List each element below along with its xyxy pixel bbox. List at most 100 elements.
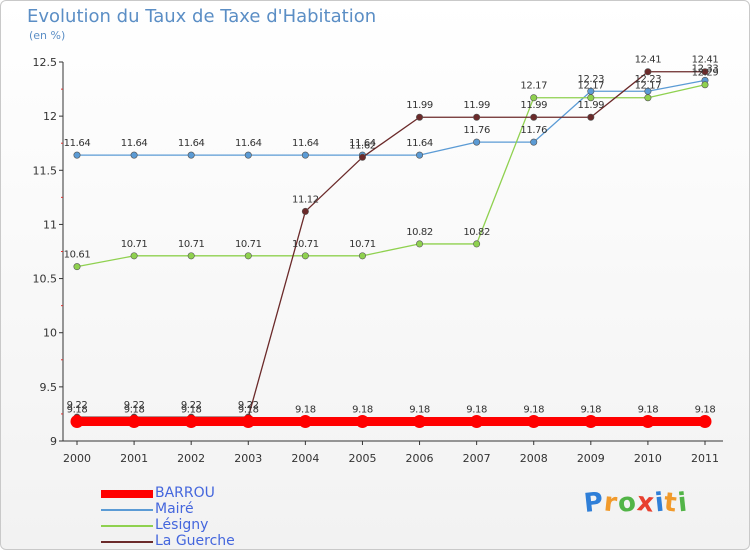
data-point <box>587 94 595 102</box>
data-point <box>530 138 538 146</box>
data-point <box>301 207 309 215</box>
data-label: 11.62 <box>349 140 376 151</box>
data-label: 12.17 <box>577 81 604 92</box>
x-tick-label: 2001 <box>120 452 148 465</box>
data-label: 10.71 <box>292 239 319 250</box>
data-label: 11.99 <box>406 100 433 111</box>
data-label: 9.22 <box>67 400 88 411</box>
data-label: 11.12 <box>292 194 319 205</box>
data-point <box>73 151 81 159</box>
y-tick-label: 9 <box>50 435 57 448</box>
data-point <box>416 240 424 248</box>
x-tick-label: 2003 <box>234 452 262 465</box>
data-label: 11.99 <box>577 100 604 111</box>
legend-label: Mairé <box>155 501 194 517</box>
series-line-la-guerche <box>77 71 705 418</box>
data-label: 10.71 <box>121 239 148 250</box>
data-point <box>358 153 366 161</box>
data-point <box>644 68 652 76</box>
y-tick-label: 10.5 <box>33 273 58 286</box>
data-label: 9.18 <box>67 405 88 416</box>
data-label: 11.64 <box>178 138 205 149</box>
y-tick-label: 12.5 <box>33 56 58 69</box>
data-label: 11.76 <box>463 125 490 136</box>
legend-swatch <box>101 490 153 498</box>
y-tick-label: 12 <box>43 110 57 123</box>
x-tick-label: 2004 <box>291 452 319 465</box>
data-label: 12.23 <box>577 74 604 85</box>
data-point <box>127 415 141 429</box>
data-label: 11.64 <box>235 138 262 149</box>
legend-label: BARROU <box>155 485 215 501</box>
data-point <box>701 68 709 76</box>
data-label: 12.23 <box>635 74 662 85</box>
data-label: 9.18 <box>695 405 716 416</box>
data-point <box>241 415 255 429</box>
legend-swatch <box>101 525 153 527</box>
data-point <box>530 113 538 121</box>
data-label: 10.61 <box>64 250 91 261</box>
data-point <box>470 415 484 429</box>
data-label: 9.18 <box>124 405 145 416</box>
data-label: 11.99 <box>463 100 490 111</box>
data-point <box>130 151 138 159</box>
data-label: 9.18 <box>523 405 544 416</box>
data-point <box>584 415 598 429</box>
data-point <box>301 252 309 260</box>
x-tick-label: 2005 <box>348 452 376 465</box>
data-label: 11.76 <box>520 125 547 136</box>
legend-label: Lésigny <box>155 517 209 533</box>
data-label: 12.41 <box>635 55 662 66</box>
data-point <box>701 81 709 89</box>
data-point <box>416 151 424 159</box>
data-label: 12.17 <box>635 81 662 92</box>
y-tick-label: 10 <box>43 327 57 340</box>
brand-letter: i <box>676 487 690 519</box>
data-label: 12.17 <box>520 81 547 92</box>
data-point <box>698 415 712 429</box>
data-label: 9.18 <box>638 405 659 416</box>
data-label: 10.82 <box>406 227 433 238</box>
y-tick-label: 11 <box>43 218 57 231</box>
data-label: 12.33 <box>692 63 719 74</box>
data-label: 9.18 <box>409 405 430 416</box>
y-tick-label: 9.5 <box>40 381 58 394</box>
data-point <box>530 94 538 102</box>
series-line-mairé <box>77 79 706 156</box>
x-tick-label: 2010 <box>634 452 662 465</box>
data-point <box>187 252 195 260</box>
proxiti-logo: Proxiti <box>582 487 690 519</box>
chart-title: Evolution du Taux de Taxe d'Habitation <box>27 6 377 27</box>
chart-subtitle: (en %) <box>29 29 66 42</box>
data-label: 11.64 <box>406 138 433 149</box>
x-tick-label: 2009 <box>577 452 605 465</box>
data-point <box>473 113 481 121</box>
data-label: 9.22 <box>124 400 145 411</box>
data-label: 9.18 <box>181 405 202 416</box>
data-label: 11.64 <box>121 138 148 149</box>
data-point <box>298 415 312 429</box>
data-label: 9.18 <box>352 405 373 416</box>
x-tick-label: 2006 <box>406 452 434 465</box>
x-tick-label: 2011 <box>691 452 719 465</box>
data-point <box>473 240 481 248</box>
y-tick-label: 11.5 <box>33 164 58 177</box>
data-point <box>301 151 309 159</box>
data-label: 11.64 <box>292 138 319 149</box>
x-tick-label: 2008 <box>520 452 548 465</box>
data-label: 10.71 <box>235 239 262 250</box>
x-tick-label: 2000 <box>63 452 91 465</box>
data-label: 10.71 <box>349 239 376 250</box>
data-label: 12.41 <box>692 55 719 66</box>
data-point <box>73 263 81 271</box>
data-point <box>184 415 198 429</box>
data-point <box>644 94 652 102</box>
data-point <box>358 252 366 260</box>
data-label: 9.22 <box>238 400 259 411</box>
legend-swatch <box>101 509 153 511</box>
data-point <box>413 415 427 429</box>
data-label: 10.71 <box>178 239 205 250</box>
x-tick-label: 2007 <box>463 452 491 465</box>
